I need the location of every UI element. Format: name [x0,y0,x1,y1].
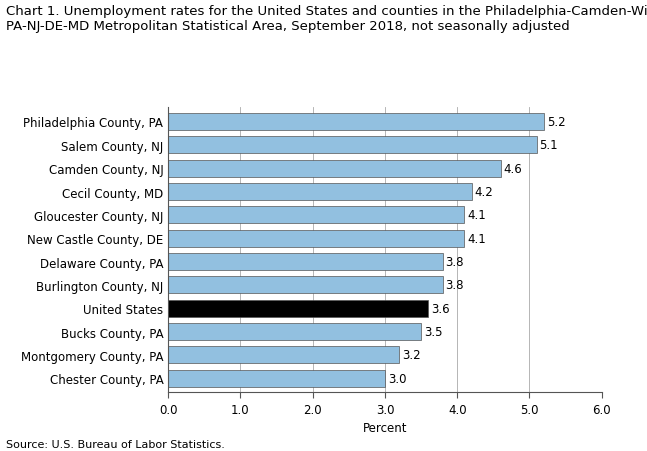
Text: 4.6: 4.6 [503,162,522,175]
Bar [168,161,501,177]
Text: 4.1: 4.1 [467,232,486,245]
Bar [168,230,465,247]
Text: 3.8: 3.8 [446,279,464,292]
Text: 3.2: 3.2 [402,349,421,362]
Bar [168,114,544,131]
Bar [168,300,428,317]
Bar [168,277,443,294]
Bar [168,137,537,154]
Text: Chart 1. Unemployment rates for the United States and counties in the Philadelph: Chart 1. Unemployment rates for the Unit… [6,5,647,32]
Text: 4.1: 4.1 [467,209,486,222]
Text: 3.5: 3.5 [424,325,443,338]
Text: 5.2: 5.2 [547,116,565,129]
Bar [168,347,399,364]
Bar [168,184,472,200]
Text: Source: U.S. Bureau of Labor Statistics.: Source: U.S. Bureau of Labor Statistics. [6,439,225,449]
Text: 3.0: 3.0 [388,372,406,385]
Text: 3.6: 3.6 [431,302,450,315]
Text: 4.2: 4.2 [474,186,493,198]
Text: 5.1: 5.1 [540,139,558,152]
Bar [168,323,421,340]
Bar [168,207,465,224]
Text: 3.8: 3.8 [446,255,464,268]
X-axis label: Percent: Percent [363,421,407,434]
Bar [168,370,385,387]
Bar [168,253,443,270]
